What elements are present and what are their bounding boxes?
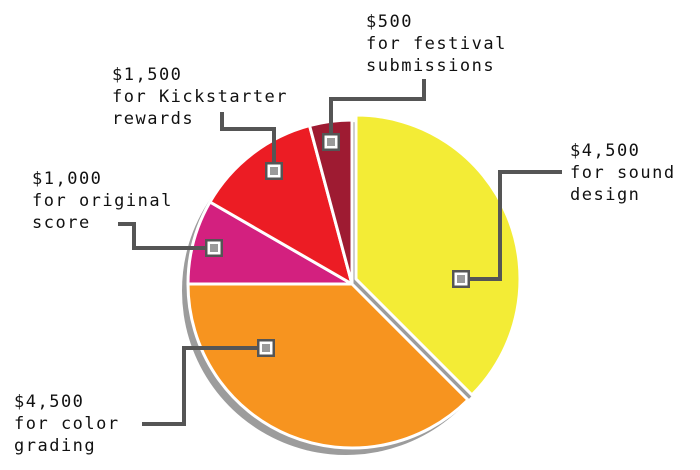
marker-square-kickstarter-rewards xyxy=(265,162,283,180)
slice-label-line1: for color xyxy=(14,414,120,434)
marker-square-sound-design xyxy=(452,270,470,288)
leader-line-original-score xyxy=(118,222,214,250)
slice-amount: $1,500 xyxy=(112,65,182,85)
leader-line-sound-design xyxy=(461,170,562,281)
callout-sound-design: $4,500 for sound design xyxy=(570,141,676,205)
slice-label-line2: score xyxy=(32,213,91,233)
marker-square-original-score xyxy=(205,239,223,257)
pie-slice-original-score xyxy=(186,200,354,286)
pie-slice-sound-design xyxy=(354,113,522,397)
slice-label-line2: submissions xyxy=(366,56,495,76)
slice-label-line2: design xyxy=(570,185,640,205)
marker-square-color-grading xyxy=(257,339,275,357)
slice-label-line1: for Kickstarter xyxy=(112,87,288,107)
slice-label-line1: for festival xyxy=(366,34,507,54)
pie-slices xyxy=(186,113,522,450)
leader-line-kickstarter-rewards xyxy=(220,112,276,171)
callout-kickstarter-rewards: $1,500 for Kickstarter rewards xyxy=(112,65,288,129)
pie-slice-kickstarter-rewards xyxy=(208,124,354,286)
slice-amount: $4,500 xyxy=(14,392,84,412)
callout-festival-submissions: $500 for festival submissions xyxy=(366,12,507,76)
slice-amount: $4,500 xyxy=(570,141,640,161)
slice-amount: $1,000 xyxy=(32,169,102,189)
leader-line-festival-submissions xyxy=(329,79,426,142)
pie-slice-color-grading xyxy=(186,282,470,450)
callout-leaders xyxy=(118,79,562,426)
slice-label-line1: for original xyxy=(32,191,173,211)
leader-line-color-grading xyxy=(142,346,266,426)
slice-label-line2: rewards xyxy=(112,109,194,129)
slice-label-line1: for sound xyxy=(570,163,676,183)
callout-original-score: $1,000 for original score xyxy=(32,169,173,233)
slice-amount: $500 xyxy=(366,12,413,32)
callout-color-grading: $4,500 for color grading xyxy=(14,392,120,456)
callout-markers xyxy=(205,133,470,357)
marker-square-festival-submissions xyxy=(322,133,340,151)
slice-label-line2: grading xyxy=(14,436,96,456)
